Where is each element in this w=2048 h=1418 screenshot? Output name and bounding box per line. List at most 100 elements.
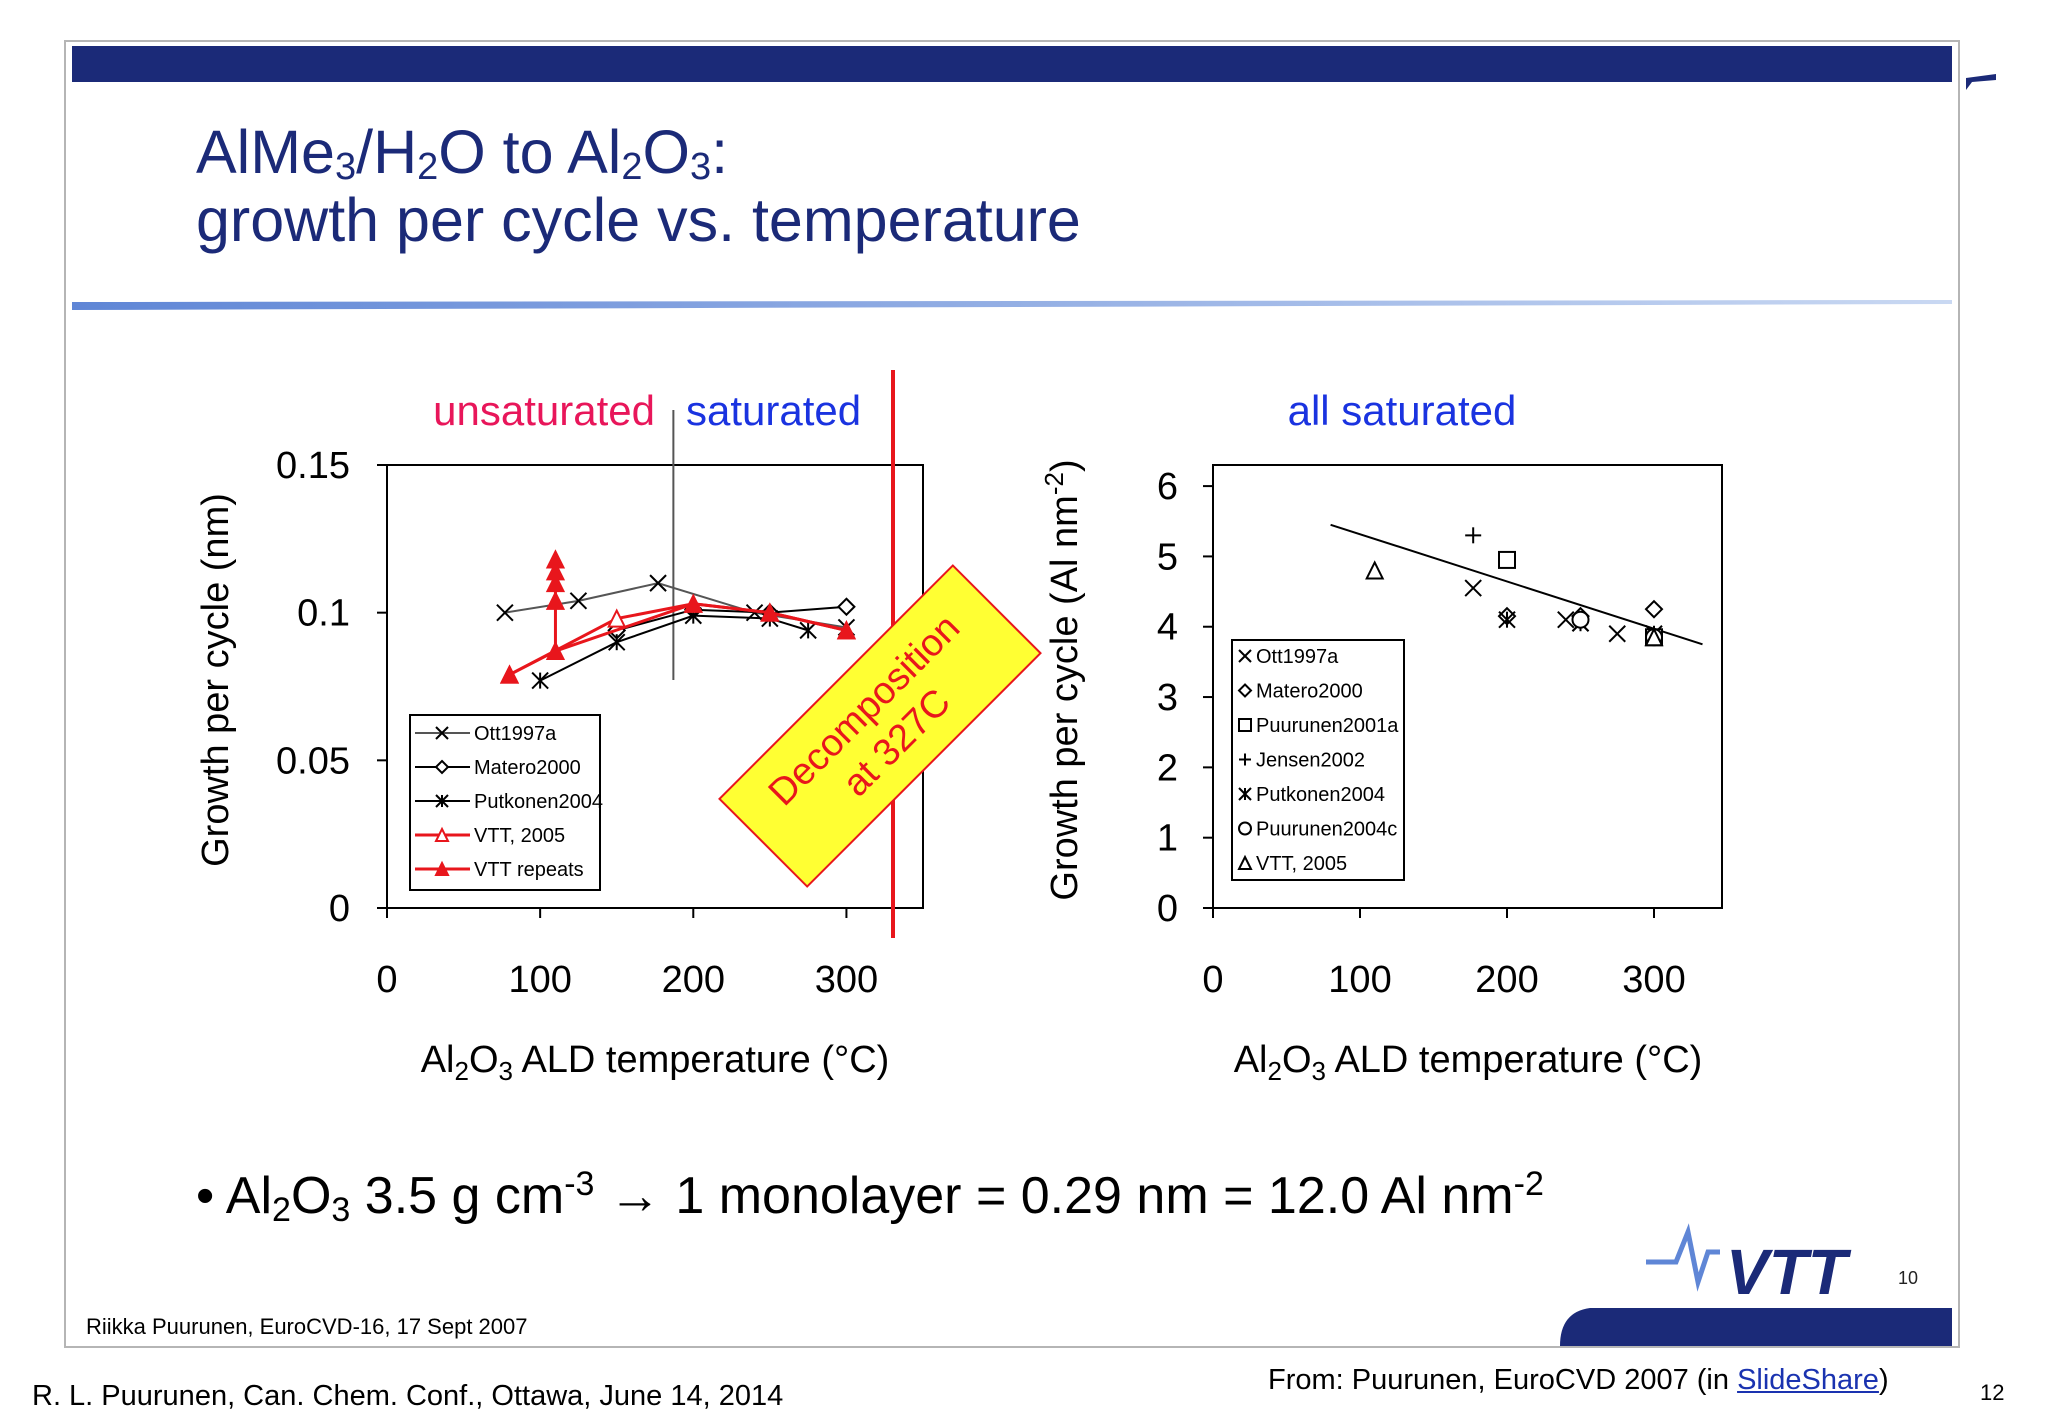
left-point-vttrepeats-shape [545,549,566,569]
slideshare-link[interactable]: SlideShare [1737,1364,1879,1396]
right-legend-marker [1237,683,1253,698]
left-point-vttrepeats-shape [545,640,566,661]
title-line-1: AlMe3/H2O to Al2O3: [196,118,729,188]
right-legend-marker [1238,718,1252,732]
title-line-2: growth per cycle vs. temperature [196,186,1081,254]
right-legend-marker-b [1238,649,1252,663]
right-x-axis-label-part: 2 [1267,1056,1281,1086]
right-legend-label: Putkonen2004 [1256,784,1385,806]
left-point-putkonen2004 [608,633,626,651]
left-x-axis-label: Al2O3 ALD temperature (°C) [421,1039,890,1086]
left-point-vttrepeats [683,593,703,613]
left-point-vtt2005-shape [607,608,627,628]
right-point-vtt2005 [1644,627,1664,647]
left-point-vttrepeats-shape [499,664,520,684]
right-x-axis-label-part: Al [1234,1039,1268,1081]
left-point-vttrepeats [545,549,566,569]
footer-bar [1560,1308,1952,1346]
right-trendline [1330,523,1703,646]
right-x-tick-label: 100 [1328,959,1391,1001]
right-x-axis-label: Al2O3 ALD temperature (°C) [1234,1039,1703,1086]
right-y-tick-label: 5 [1157,536,1178,578]
left-point-vttrepeats [545,640,566,661]
footer-source: From: Puurunen, EuroCVD 2007 (in SlideSh… [1268,1364,1889,1396]
left-point-ott1997a [649,574,667,592]
right-y-tick-label: 3 [1157,677,1178,719]
right-legend-marker [1237,854,1253,870]
left-point-vttrepeats-shape [545,561,566,581]
left-legend-label: Matero2000 [474,757,581,779]
saturated-label: saturated [686,387,861,434]
right-x-tick-label: 0 [1202,959,1223,1001]
left-legend-label: VTT, 2005 [474,825,565,847]
title-underline [72,300,1952,310]
slide-author: Riikka Puurunen, EuroCVD-16, 17 Sept 200… [86,1314,528,1339]
left-legend-marker [435,726,449,740]
right-legend-marker-shape [1237,854,1253,870]
left-point-vttrepeats-shape [545,590,566,610]
right-point-vtt2005 [1365,560,1385,580]
right-legend-marker [1238,787,1252,801]
right-legend-label: VTT, 2005 [1256,853,1347,875]
vtt-logo-text: VTT [1726,1236,1852,1302]
left-point-vttrepeats [836,620,857,640]
left-point-ott1997a [569,592,588,610]
right-point-vtt2005-shape [1644,627,1664,647]
left-legend-label: Putkonen2004 [474,791,603,813]
right-y-axis-label-close: ) [1044,459,1086,472]
left-legend-label: VTT repeats [474,859,584,881]
left-point-ott1997a-b [649,574,667,592]
left-x-tick-label: 100 [508,959,571,1001]
unsaturated-label: unsaturated [433,387,655,434]
left-legend-marker [434,826,450,842]
left-point-vttrepeats [545,572,566,593]
left-y-tick-label: 0 [329,888,350,930]
right-y-tick-label: 4 [1157,607,1178,649]
right-point-matero2000 [1644,599,1664,619]
right-point-vtt2005-shape [1365,560,1385,580]
left-point-vttrepeats [760,602,780,622]
left-legend-marker [435,794,449,808]
decomposition-box [718,564,1042,888]
slide-frame [64,40,1960,1348]
right-y-tick-label: 0 [1157,888,1178,930]
bullet-text: • Al2O3 3.5 g cm-3 → 1 monolayer = 0.29 … [196,1165,1544,1229]
right-y-tick-label: 1 [1157,818,1178,860]
right-y-axis-label-sup: -2 [1039,472,1069,495]
left-y-axis-label: Growth per cycle (nm) [195,493,237,867]
left-point-matero2000 [837,597,856,617]
right-point-ott1997a-b [1557,610,1575,629]
left-point-vttrepeats-shape [545,572,566,593]
left-legend-marker-shape [434,860,450,876]
right-plot-frame [1212,464,1723,909]
left-x-tick-label: 300 [815,959,878,1001]
left-point-vtt2005 [607,608,627,628]
left-point-vttrepeats [545,590,566,610]
right-y-axis-label: Growth per cycle (Al nm-2) [1039,459,1086,900]
right-point-ott1997a-b [1608,625,1626,643]
all-saturated-label: all saturated [1288,387,1517,434]
right-x-axis-label-part: O [1282,1039,1312,1081]
left-point-vttrepeats [545,561,566,581]
footer-citation: R. L. Puurunen, Can. Chem. Conf., Ottawa… [32,1380,784,1412]
left-point-vttrepeats-shape [683,593,703,613]
right-point-puurunen2001a-shape [1498,550,1516,569]
left-y-tick-label: 0.1 [297,593,350,635]
right-y-tick-label: 6 [1157,466,1178,508]
left-y-tick-label: 0.15 [276,445,350,487]
right-x-tick-label: 300 [1622,959,1685,1001]
right-point-matero2000-shape [1644,599,1664,619]
right-point-jensen2002 [1465,527,1482,544]
right-legend [1231,639,1405,881]
right-legend-marker [1239,753,1251,766]
left-x-axis-label-part: 3 [499,1056,513,1086]
right-x-axis-label-part: ALD temperature (°C) [1326,1039,1702,1081]
right-point-ott1997a-b [1464,579,1482,597]
left-point-ott1997a [496,603,514,622]
left-legend-marker-shape [434,759,450,775]
vtt-logo: VTT [1646,1223,1852,1302]
right-point-puurunen2001a [1498,550,1516,569]
header-bar [72,46,1952,82]
right-point-ott1997a [1608,625,1626,643]
